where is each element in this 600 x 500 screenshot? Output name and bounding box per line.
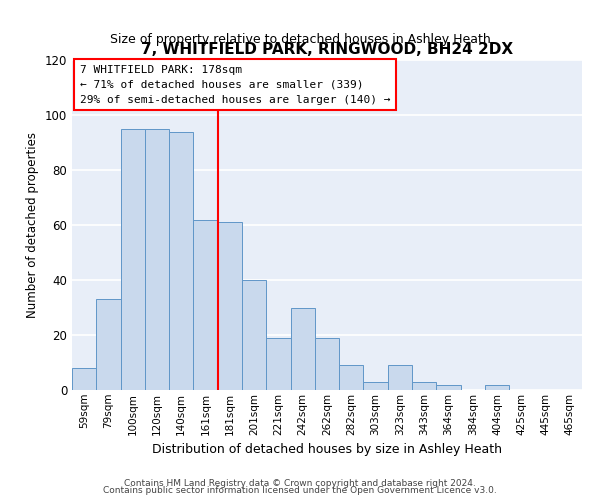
Bar: [193, 220, 218, 390]
Bar: [290, 308, 315, 390]
Bar: [242, 280, 266, 390]
Bar: [485, 384, 509, 390]
Bar: [339, 365, 364, 390]
Text: Contains HM Land Registry data © Crown copyright and database right 2024.: Contains HM Land Registry data © Crown c…: [124, 478, 476, 488]
Y-axis label: Number of detached properties: Number of detached properties: [26, 132, 39, 318]
Bar: [436, 384, 461, 390]
Bar: [218, 222, 242, 390]
Bar: [364, 382, 388, 390]
Text: 7 WHITFIELD PARK: 178sqm
← 71% of detached houses are smaller (339)
29% of semi-: 7 WHITFIELD PARK: 178sqm ← 71% of detach…: [80, 65, 390, 104]
Bar: [266, 338, 290, 390]
Text: Size of property relative to detached houses in Ashley Heath: Size of property relative to detached ho…: [110, 32, 490, 46]
Title: 7, WHITFIELD PARK, RINGWOOD, BH24 2DX: 7, WHITFIELD PARK, RINGWOOD, BH24 2DX: [141, 42, 513, 58]
X-axis label: Distribution of detached houses by size in Ashley Heath: Distribution of detached houses by size …: [152, 443, 502, 456]
Bar: [121, 128, 145, 390]
Bar: [315, 338, 339, 390]
Bar: [145, 128, 169, 390]
Bar: [388, 365, 412, 390]
Bar: [96, 299, 121, 390]
Text: Contains public sector information licensed under the Open Government Licence v3: Contains public sector information licen…: [103, 486, 497, 495]
Bar: [169, 132, 193, 390]
Bar: [412, 382, 436, 390]
Bar: [72, 368, 96, 390]
